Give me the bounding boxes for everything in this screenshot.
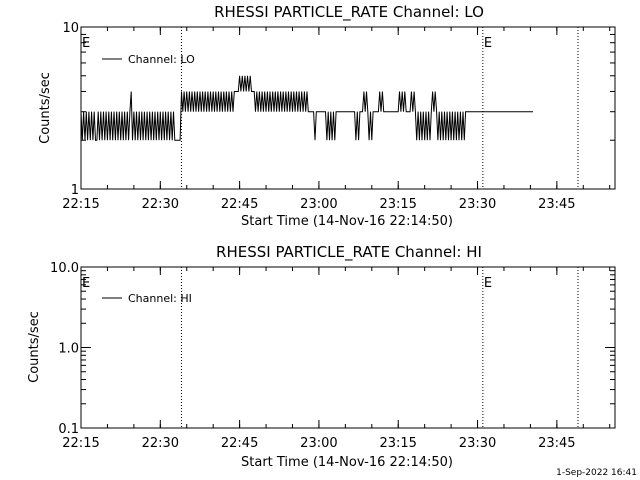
y-tick-label: 1.0 [58, 342, 79, 357]
x-tick-label: 22:30 [142, 197, 179, 212]
series-line [80, 75, 533, 141]
x-axis-label: Start Time (14-Nov-16 22:14:50) [241, 214, 453, 229]
footer-timestamp: 1-Sep-2022 16:41 [556, 468, 637, 478]
x-tick-label: 22:15 [62, 436, 99, 451]
x-tick-label: 23:45 [538, 197, 575, 212]
axis-ticks: 22:15 22:30 22:45 23:00 23:15 23:30 23:45 10.0 1… [50, 261, 616, 451]
plot-frame [80, 26, 616, 190]
event-marker-label: E [484, 276, 492, 291]
chart-title: RHESSI PARTICLE_RATE Channel: HI [216, 243, 482, 262]
x-tick-label: 22:30 [142, 436, 179, 451]
y-tick-label: 10 [62, 21, 79, 36]
x-axis-label: Start Time (14-Nov-16 22:14:50) [241, 455, 453, 470]
chart-title: RHESSI PARTICLE_RATE Channel: LO [214, 3, 484, 22]
axis-ticks: 22:15 22:30 22:45 23:00 23:15 23:30 23:45 10 1 [62, 21, 616, 212]
x-tick-label: 22:15 [62, 197, 99, 212]
x-tick-label: 23:45 [538, 436, 575, 451]
y-tick-label: 10.0 [50, 261, 79, 276]
y-axis-label: Counts/sec [27, 311, 42, 383]
chart-panel-hi: RHESSI PARTICLE_RATE Channel: HI Start T… [27, 243, 616, 470]
y-tick-label: 1 [71, 183, 79, 198]
legend-label: Channel: LO [128, 53, 195, 66]
y-axis-label: Counts/sec [38, 72, 53, 144]
legend-label: Channel: HI [128, 292, 192, 305]
x-tick-label: 23:00 [300, 197, 337, 212]
x-tick-label: 23:30 [459, 197, 496, 212]
x-tick-label: 22:45 [221, 197, 258, 212]
event-marker-label: E [82, 36, 90, 51]
x-tick-label: 23:30 [459, 436, 496, 451]
x-tick-label: 23:15 [379, 197, 416, 212]
event-marker-label: E [484, 36, 492, 51]
event-marker-label: E [82, 276, 90, 291]
x-tick-label: 23:00 [300, 436, 337, 451]
x-tick-label: 22:45 [221, 436, 258, 451]
y-tick-label: 0.1 [58, 422, 79, 437]
x-tick-label: 23:15 [379, 436, 416, 451]
chart-panel-lo: RHESSI PARTICLE_RATE Channel: LO Start T… [38, 3, 616, 229]
